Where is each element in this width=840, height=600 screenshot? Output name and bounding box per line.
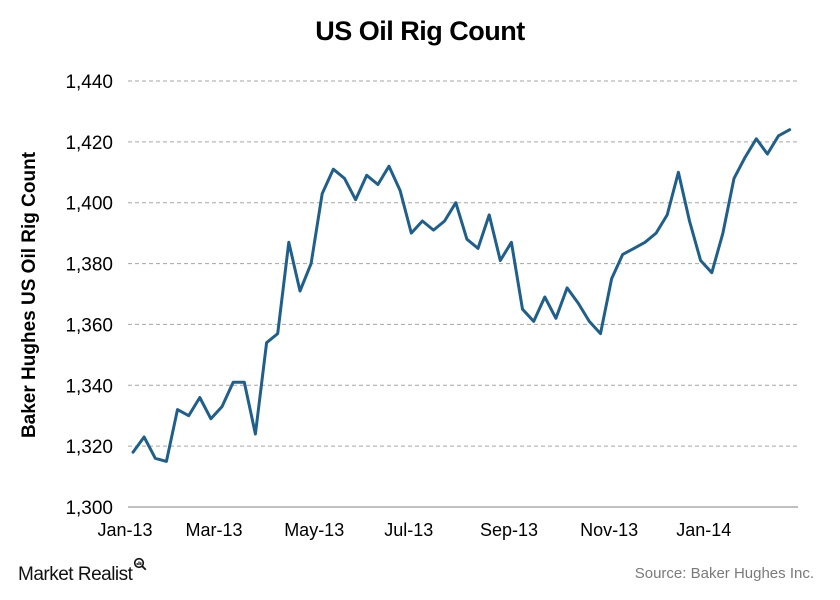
brand-name: Market Realist — [18, 564, 133, 585]
y-tick-label: 1,340 — [65, 376, 113, 397]
x-tick-label: Sep-13 — [480, 520, 538, 540]
y-axis-ticks: 1,300 1,320 1,340 1,360 1,380 1,400 1,420 1,440 — [65, 72, 113, 519]
source-note: Source: Baker Hughes Inc. — [634, 565, 814, 582]
y-tick-label: 1,320 — [65, 437, 113, 458]
y-tick-label: 1,420 — [65, 133, 113, 154]
y-tick-label: 1,300 — [65, 498, 113, 519]
y-tick-label: 1,400 — [65, 194, 113, 215]
market-realist-logo: Market Realist — [18, 557, 147, 586]
x-tick-label: May-13 — [284, 520, 344, 540]
x-tick-label: Nov-13 — [580, 520, 638, 540]
y-tick-label: 1,380 — [65, 255, 113, 276]
x-tick-label: Jul-13 — [384, 520, 433, 540]
y-tick-label: 1,440 — [65, 72, 113, 93]
x-tick-label: Jan-13 — [97, 520, 152, 540]
y-tick-label: 1,360 — [65, 315, 113, 336]
x-tick-label: Mar-13 — [186, 520, 243, 540]
x-axis-ticks: Jan-13 Mar-13 May-13 Jul-13 Sep-13 Nov-13 Jan-… — [97, 520, 731, 540]
x-tick-label: Jan-14 — [676, 520, 731, 540]
rig-count-line — [131, 128, 792, 463]
magnifier-chart-icon — [133, 555, 147, 577]
chart-title: US Oil Rig Count — [315, 16, 525, 46]
